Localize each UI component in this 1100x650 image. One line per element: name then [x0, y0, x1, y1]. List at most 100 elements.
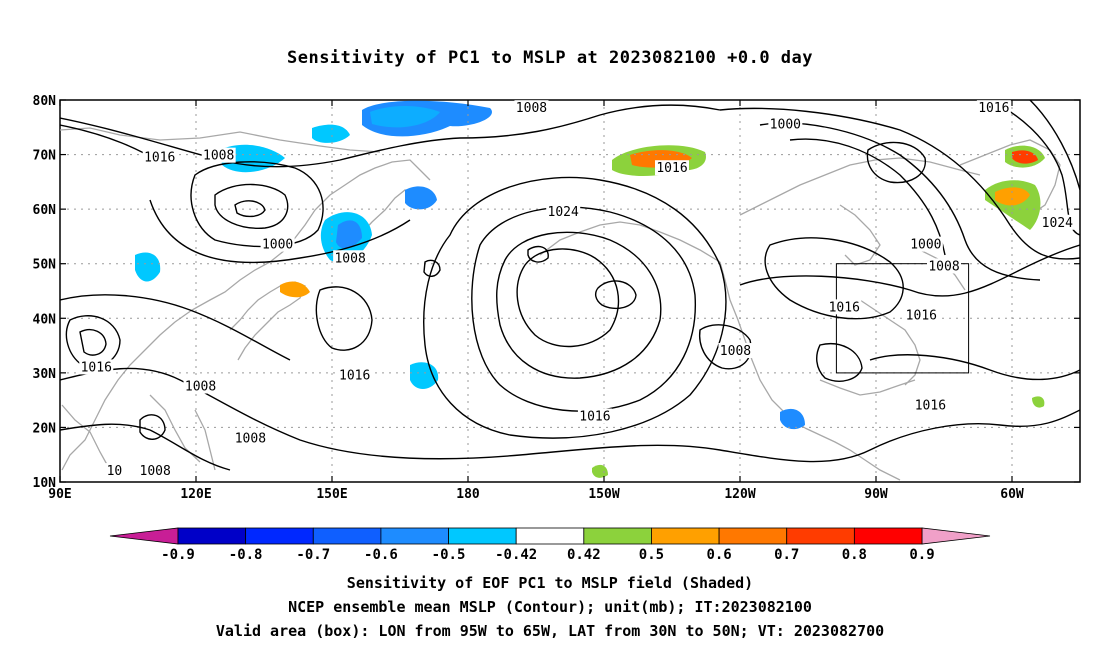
colorbar-label: 0.42	[567, 547, 601, 563]
lon-tick-label: 60W	[1000, 487, 1024, 502]
contour-sw-us-1008	[698, 324, 752, 370]
colorbar-label: -0.5	[432, 547, 466, 563]
mslp-contours	[60, 100, 1080, 471]
contour-label: 1008	[185, 380, 216, 395]
shade-pos-pacific-s	[592, 464, 608, 478]
shade-pos-greenland-n-core	[1012, 150, 1038, 164]
contour-label: 1016	[81, 360, 112, 375]
contour-mid-pacific-1016	[315, 286, 373, 351]
contour-label: 1016	[829, 300, 860, 315]
contour-small-low-1	[423, 259, 441, 277]
contour-label: 1008	[140, 464, 171, 479]
colorbar-label: 0.5	[639, 547, 664, 563]
contour-label-bg	[768, 116, 803, 132]
colorbar-swatch	[312, 527, 382, 545]
lat-tick-label: 40N	[33, 312, 57, 327]
contour-label-bg	[337, 367, 372, 383]
contour-okhotsk-1008	[149, 199, 411, 264]
contour-label-layer: 1008 1016 1000 1016 1008 1016 1024 1000 1008 1000…	[79, 100, 1075, 479]
colorbar-label: 0.8	[842, 547, 867, 563]
colorbar-swatch	[515, 527, 585, 545]
contour-na-1016	[739, 244, 1080, 297]
caption-line-2: NCEP ensemble mean MSLP (Contour); unit(…	[288, 598, 812, 616]
lon-tick-label: 90W	[864, 487, 888, 502]
contour-label: 1016	[906, 309, 937, 324]
coastline-philippines	[194, 409, 216, 471]
shade-pos-greenland-core	[995, 187, 1030, 206]
shade-neg-okhotsk-core	[336, 220, 362, 249]
contour-canada-low-3	[789, 138, 946, 256]
contour-label-bg	[546, 203, 581, 219]
contour-canada-low-core	[866, 141, 926, 184]
contour-pacific-high-core	[594, 280, 637, 310]
contour-label: 1016	[579, 410, 610, 425]
shade-neg-siberia	[220, 144, 285, 173]
contour-label: 1008	[516, 101, 547, 116]
contour-label: 1000	[770, 118, 801, 133]
lon-tick-label: 150E	[316, 487, 347, 502]
contour-label-bg	[908, 236, 943, 252]
shade-neg-arctic-2	[312, 124, 350, 143]
contour-siberia-low-core	[234, 200, 266, 218]
map-body	[60, 100, 1080, 482]
contour-label-bg	[827, 299, 862, 315]
shade-pos-atlantic	[1032, 396, 1045, 408]
contour-pacific-high-4	[516, 248, 620, 348]
coastline-alaska	[539, 221, 721, 263]
colorbar-high-arrow	[921, 527, 991, 545]
contour-canada-low-outer	[719, 107, 1080, 260]
colorbar-label: -0.8	[229, 547, 263, 563]
colorbar-swatch	[718, 527, 788, 545]
contour-label-bg	[913, 397, 948, 413]
colorbar-label: -0.6	[364, 547, 398, 563]
contour-label: 1016	[915, 399, 946, 414]
contour-siberia-low-outer	[190, 161, 324, 248]
contour-atlantic-1016	[869, 354, 1080, 381]
contour-label: 1008	[235, 431, 266, 446]
contour-pacific-high-3	[496, 231, 662, 379]
contour-na-1008	[764, 237, 904, 320]
shade-neg-pacific	[410, 362, 439, 389]
coastline-hudson	[839, 204, 881, 266]
coastline-central-america	[804, 427, 901, 481]
contour-north-pacific-1008	[60, 104, 721, 168]
lon-tick-label: 90E	[48, 487, 71, 502]
shade-neg-arctic-core	[370, 106, 440, 128]
caption-line-3: Valid area (box): LON from 95W to 65W, L…	[215, 622, 885, 640]
lat-tick-label: 20N	[33, 421, 57, 436]
contour-canada-low-2	[759, 122, 1041, 281]
colorbar-label: 0.6	[706, 547, 731, 563]
colorbar-swatch	[245, 527, 314, 545]
lat-tick-label: 50N	[33, 258, 57, 273]
caption-line-1: Sensitivity of EOF PC1 to MSLP field (Sh…	[346, 574, 754, 592]
colorbar-swatch	[380, 527, 449, 545]
contour-label-bg	[655, 160, 689, 176]
coastlines	[60, 127, 1061, 481]
shade-neg-china	[135, 252, 161, 282]
lat-tick-label: 70N	[33, 149, 57, 164]
contour-label-bg	[1040, 214, 1075, 230]
contour-label: 1016	[339, 369, 370, 384]
contour-siberia-low-inner	[214, 183, 289, 229]
shade-neg-mexico	[780, 408, 805, 430]
contour-label-bg	[183, 378, 218, 394]
contour-label-bg	[138, 463, 173, 479]
graticule	[60, 100, 1080, 482]
contour-pacific-high-core2	[527, 245, 549, 263]
lat-tick-label: 30N	[33, 367, 57, 382]
contour-india-1008	[60, 294, 291, 361]
valid-area-box	[835, 263, 970, 374]
coastline-gulf	[819, 379, 916, 396]
colorbar: -0.9 -0.8 -0.7 -0.6 -0.5 -0.42 0.42 0.5 0.6 0.7 0.…	[109, 527, 991, 563]
contour-label: 1000	[910, 238, 941, 253]
colorbar-swatch	[448, 527, 517, 545]
colorbar-label: -0.42	[495, 547, 537, 563]
lat-tick-label: 60N	[33, 203, 57, 218]
lon-tick-label: 120W	[724, 487, 755, 502]
map-title: Sensitivity of PC1 to MSLP at 2023082100…	[286, 48, 813, 68]
lon-tick-label: 180	[456, 487, 480, 502]
contour-label-bg	[233, 430, 268, 446]
contour-label: 1024	[1042, 216, 1073, 231]
shade-pos-japan	[280, 281, 310, 298]
